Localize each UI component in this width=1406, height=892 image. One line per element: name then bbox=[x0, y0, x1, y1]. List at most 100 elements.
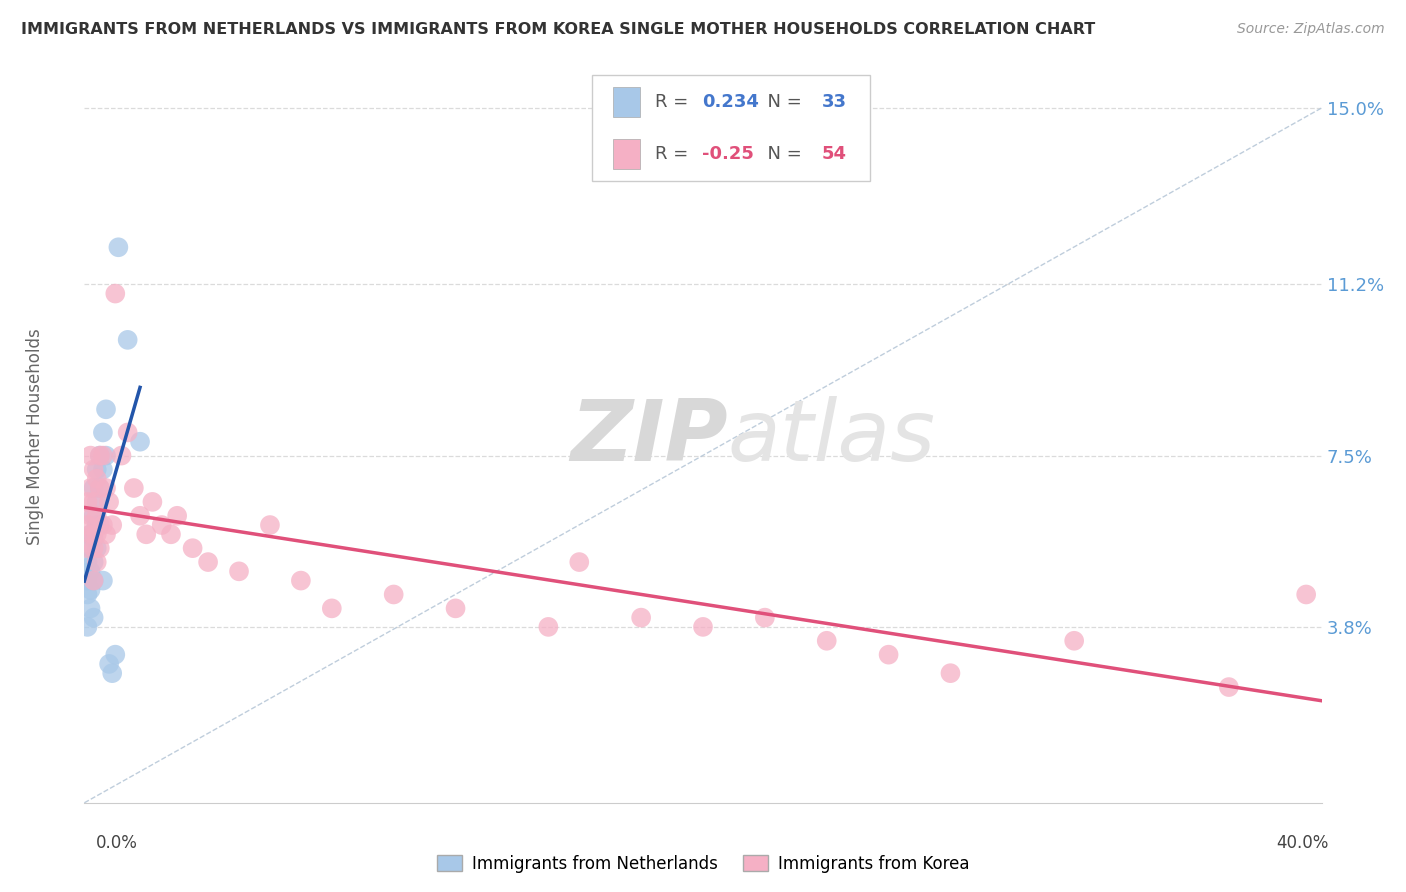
Point bbox=[83, 508, 105, 523]
Point bbox=[101, 518, 124, 533]
Point bbox=[877, 648, 900, 662]
Point bbox=[101, 666, 124, 681]
Point bbox=[86, 462, 108, 476]
Point bbox=[76, 555, 98, 569]
Point bbox=[89, 449, 111, 463]
Point bbox=[630, 610, 652, 624]
Point bbox=[98, 657, 121, 671]
FancyBboxPatch shape bbox=[592, 75, 870, 181]
Point bbox=[89, 518, 111, 533]
Text: N =: N = bbox=[756, 145, 807, 163]
Point bbox=[129, 508, 152, 523]
Text: -0.25: -0.25 bbox=[702, 145, 754, 163]
Point bbox=[135, 527, 157, 541]
Point bbox=[110, 449, 132, 463]
Point bbox=[83, 574, 105, 588]
Point bbox=[79, 527, 101, 541]
FancyBboxPatch shape bbox=[613, 87, 640, 117]
Text: 0.234: 0.234 bbox=[702, 93, 759, 112]
Point bbox=[98, 495, 121, 509]
Text: Source: ZipAtlas.com: Source: ZipAtlas.com bbox=[1237, 22, 1385, 37]
Point bbox=[89, 481, 111, 495]
Point bbox=[83, 541, 105, 556]
Point bbox=[166, 508, 188, 523]
Point bbox=[939, 666, 962, 681]
Text: 54: 54 bbox=[821, 145, 846, 163]
Point bbox=[94, 481, 117, 495]
Point bbox=[79, 508, 101, 523]
Point bbox=[1218, 680, 1240, 694]
Point bbox=[754, 610, 776, 624]
FancyBboxPatch shape bbox=[613, 139, 640, 169]
Text: N =: N = bbox=[756, 93, 807, 112]
Point bbox=[444, 601, 467, 615]
Point bbox=[94, 402, 117, 417]
Point bbox=[79, 565, 101, 579]
Point bbox=[79, 582, 101, 597]
Point bbox=[79, 601, 101, 615]
Point bbox=[79, 449, 101, 463]
Point bbox=[83, 527, 105, 541]
Text: Single Mother Households: Single Mother Households bbox=[25, 329, 44, 545]
Point bbox=[568, 555, 591, 569]
Point bbox=[79, 481, 101, 495]
Point bbox=[86, 527, 108, 541]
Point bbox=[129, 434, 152, 449]
Point bbox=[76, 495, 98, 509]
Point bbox=[91, 449, 114, 463]
Point bbox=[86, 508, 108, 523]
Point bbox=[107, 240, 129, 254]
Point bbox=[76, 620, 98, 634]
Point bbox=[122, 481, 145, 495]
Text: R =: R = bbox=[655, 93, 693, 112]
Point bbox=[117, 425, 139, 440]
Point bbox=[815, 633, 838, 648]
Point bbox=[76, 574, 98, 588]
Point bbox=[181, 541, 204, 556]
Point bbox=[228, 565, 250, 579]
Point bbox=[79, 541, 101, 556]
Point bbox=[86, 472, 108, 486]
Point bbox=[91, 574, 114, 588]
Point bbox=[91, 518, 114, 533]
Point bbox=[117, 333, 139, 347]
Text: R =: R = bbox=[655, 145, 693, 163]
Point bbox=[83, 495, 105, 509]
Point bbox=[537, 620, 560, 634]
Point bbox=[83, 574, 105, 588]
Text: ZIP: ZIP bbox=[569, 395, 728, 479]
Text: 33: 33 bbox=[821, 93, 846, 112]
Point bbox=[86, 541, 108, 556]
Point bbox=[321, 601, 343, 615]
Point bbox=[150, 518, 173, 533]
Point bbox=[83, 610, 105, 624]
Point bbox=[382, 587, 405, 601]
Text: 40.0%: 40.0% bbox=[1277, 834, 1329, 852]
Point bbox=[89, 449, 111, 463]
Point bbox=[89, 481, 111, 495]
Text: atlas: atlas bbox=[728, 395, 936, 479]
Point bbox=[83, 481, 105, 495]
Point bbox=[76, 518, 98, 533]
Point bbox=[259, 518, 281, 533]
Point bbox=[197, 555, 219, 569]
Point bbox=[94, 449, 117, 463]
Point bbox=[290, 574, 312, 588]
Point bbox=[104, 286, 127, 301]
Point bbox=[1295, 587, 1317, 601]
Text: IMMIGRANTS FROM NETHERLANDS VS IMMIGRANTS FROM KOREA SINGLE MOTHER HOUSEHOLDS CO: IMMIGRANTS FROM NETHERLANDS VS IMMIGRANT… bbox=[21, 22, 1095, 37]
Point bbox=[83, 532, 105, 546]
Point bbox=[89, 541, 111, 556]
Point bbox=[1063, 633, 1085, 648]
Point bbox=[86, 518, 108, 533]
Text: 0.0%: 0.0% bbox=[96, 834, 138, 852]
Point bbox=[76, 587, 98, 601]
Point bbox=[94, 527, 117, 541]
Point bbox=[160, 527, 183, 541]
Point bbox=[141, 495, 163, 509]
Point bbox=[86, 495, 108, 509]
Point bbox=[91, 462, 114, 476]
Point bbox=[83, 462, 105, 476]
Point bbox=[86, 555, 108, 569]
Point bbox=[692, 620, 714, 634]
